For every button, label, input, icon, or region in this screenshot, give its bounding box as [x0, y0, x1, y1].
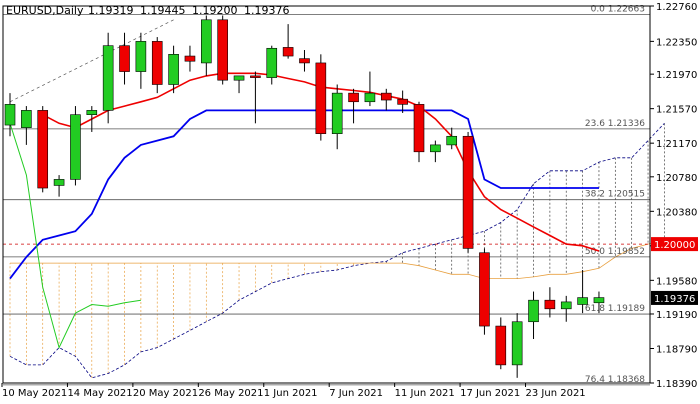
candle-bull [102, 45, 114, 111]
candle-bear [315, 62, 327, 134]
level-price-box [651, 237, 698, 252]
candle-bull [53, 179, 65, 186]
candle-bull [528, 299, 539, 323]
candle-bear [282, 47, 294, 57]
fib-level-label: 61.8 1.19189 [585, 304, 645, 314]
ohlc-close: 1.19376 [244, 4, 290, 17]
y-tick-label: 1.19190 [656, 310, 697, 321]
level-price-label: 1.20000 [654, 240, 695, 251]
candle-bear [217, 19, 228, 81]
x-tick-label: 23 Jun 2021 [526, 388, 586, 399]
y-tick-label: 1.19580 [656, 276, 697, 287]
ichimoku-cloud [9, 123, 665, 379]
candle-bull [266, 47, 278, 78]
y-tick-label: 1.18390 [656, 379, 697, 390]
y-tick-label: 1.18790 [656, 344, 697, 355]
candle-bull [364, 92, 376, 103]
candle-bull [70, 114, 81, 180]
fib-level-label: 38.2 1.20515 [585, 190, 645, 200]
candle-bull [430, 144, 441, 153]
candle-bear [413, 104, 425, 153]
x-tick-label: 1 Jun 2021 [264, 388, 318, 399]
y-tick-label: 1.21170 [656, 139, 697, 150]
candle-bear [397, 98, 408, 105]
fib-level-label: 50.0 1.19852 [585, 247, 645, 257]
ma-blue-line [9, 109, 599, 280]
candle-bear [544, 299, 556, 310]
x-tick-label: 14 May 2021 [67, 388, 132, 399]
candle-bull [201, 19, 212, 64]
candle-bear [119, 45, 130, 72]
candle-bear [348, 92, 359, 103]
axes: 1.22760 1.22350 1.21970 1.21570 1.21170 1.207… [1, 2, 698, 399]
candle-bear [479, 252, 490, 327]
x-tick-label: 10 May 2021 [2, 388, 67, 399]
candle-bear [299, 58, 310, 64]
ohlc-open: 1.19319 [88, 4, 134, 17]
candle-bull [560, 301, 572, 310]
x-tick-label: 7 Jun 2021 [329, 388, 383, 399]
y-tick-label: 1.22760 [656, 2, 697, 13]
last-price-label: 1.19376 [654, 294, 695, 305]
y-tick-label: 1.21970 [656, 70, 697, 81]
y-tick-label: 1.20780 [656, 173, 697, 184]
candle-bear [495, 325, 507, 366]
candle-bear [37, 110, 49, 189]
candle-bull [233, 75, 245, 81]
y-tick-label: 1.22350 [656, 37, 697, 48]
candle-bull [4, 104, 16, 126]
candles [4, 15, 605, 378]
candle-bull [511, 321, 523, 366]
candle-bear [250, 75, 261, 78]
x-tick-label: 20 May 2021 [133, 388, 198, 399]
cloud-span-b [9, 123, 665, 379]
x-tick-label: 26 May 2021 [198, 388, 263, 399]
fib-level-label: 76.4 1.18368 [585, 375, 645, 385]
candle-bull [168, 54, 179, 85]
candle-bull [446, 135, 458, 146]
fib-level-label: 23.6 1.21336 [585, 119, 645, 129]
last-price-box [651, 290, 698, 305]
trend-line [9, 19, 174, 103]
candle-bull [593, 297, 605, 304]
plot-frame [2, 5, 651, 384]
ma-green-line [9, 123, 141, 350]
fib-level-label: 0.0 1.22663 [591, 4, 645, 14]
ohlc-low: 1.19200 [192, 4, 238, 17]
candle-bull [21, 110, 32, 128]
candle-bear [151, 41, 163, 85]
x-tick-label: 11 Jun 2021 [395, 388, 455, 399]
cloud-span-a [10, 239, 665, 280]
chart-title: EURUSD,Daily [6, 4, 84, 17]
x-tick-label: 17 Jun 2021 [460, 388, 520, 399]
candle-bear [184, 55, 196, 62]
candle-bull [86, 110, 98, 116]
ohlc-high: 1.19445 [140, 4, 186, 17]
y-tick-label: 1.20380 [656, 207, 697, 218]
candle-bear [380, 92, 392, 101]
candle-bull [135, 41, 147, 72]
candle-bear [462, 135, 474, 249]
y-tick-label: 1.21570 [656, 105, 697, 116]
candle-bull [331, 92, 343, 134]
candle-bull [577, 297, 588, 305]
fibonacci-levels: 0.0 1.22663 23.6 1.21336 38.2 1.20515 50.0 … [3, 4, 650, 386]
